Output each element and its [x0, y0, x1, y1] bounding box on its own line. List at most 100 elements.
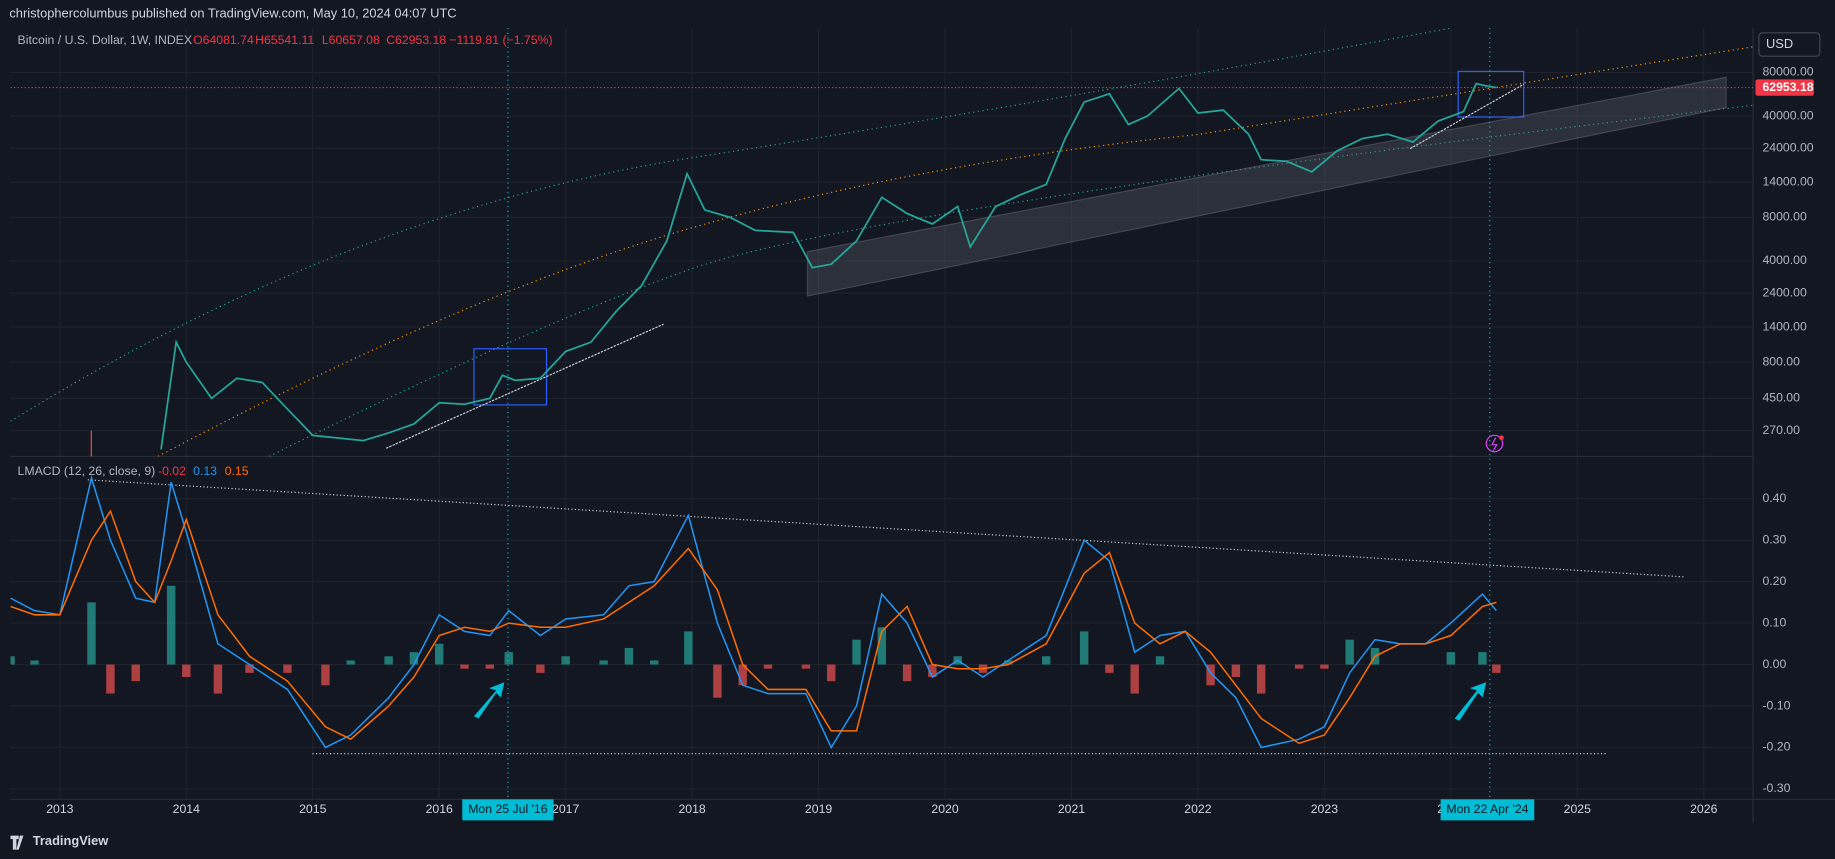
legend-value: −1119.81 (−1.75%): [449, 33, 552, 47]
series-group: [160, 82, 1497, 450]
crosshair-label-bg: [1440, 799, 1535, 821]
y-tick-label: 8000.00: [1762, 210, 1807, 224]
histogram-bar: [1446, 652, 1456, 665]
legend-value: 0.13: [193, 464, 217, 478]
currency[interactable]: USD: [1766, 36, 1793, 51]
histogram-bar: [30, 660, 39, 665]
histogram-bar: [485, 664, 495, 669]
logo: [10, 835, 24, 850]
x-tick-label: 2016: [426, 802, 453, 816]
alert-dot: [1499, 435, 1504, 441]
histogram-bar: [1294, 664, 1304, 669]
currency-button[interactable]: [1758, 32, 1821, 57]
legend-symbol: Bitcoin / U.S. Dollar, 1W, INDEX: [18, 33, 193, 47]
crosshair-label: Mon 25 Jul '16: [468, 802, 548, 816]
x-tick-label: 2019: [805, 802, 832, 816]
histogram-bar: [763, 664, 773, 669]
histogram-bar: [1079, 631, 1089, 665]
legend-value: C62953.18: [386, 33, 446, 47]
y-tick-label: 0.00: [1762, 657, 1786, 671]
histogram-bar: [435, 643, 444, 665]
trend-line: [1409, 83, 1524, 150]
arc-line: [268, 104, 1754, 457]
x-tick-label: 2022: [1184, 802, 1211, 816]
histogram-bar: [536, 664, 545, 673]
histogram-bar: [166, 585, 176, 665]
histogram-bar: [87, 602, 96, 665]
y-tick-label: -0.10: [1762, 698, 1790, 712]
series-line: [10, 509, 1497, 745]
x-tick-label: 2025: [1564, 802, 1591, 816]
histogram-bar: [346, 660, 355, 665]
histogram-bar: [409, 652, 419, 665]
last-price-box: [1755, 79, 1814, 96]
legend-value: H65541.11: [255, 33, 314, 47]
x-tick-label: 2021: [1058, 802, 1085, 816]
legend-indicator: LMACD (12, 26, close, 9): [18, 464, 156, 478]
histogram-bar: [283, 664, 292, 673]
legend-value: O64081.74: [193, 33, 254, 47]
histogram-bar: [1130, 664, 1139, 694]
y-tick-label: 24000.00: [1762, 140, 1813, 154]
y-tick-label: 1400.00: [1762, 319, 1807, 333]
grid: [10, 28, 1754, 800]
histogram-bar: [213, 664, 223, 694]
y-tick-label: 4000.00: [1762, 253, 1807, 267]
histogram-bar: [1320, 664, 1329, 669]
plots: [10, 82, 1754, 750]
series-line: [160, 82, 1497, 450]
arc-line: [157, 46, 1754, 457]
x-tick-label: 2013: [46, 802, 73, 816]
y-tick-label: 0.20: [1762, 574, 1786, 588]
arc-line: [10, 28, 1452, 422]
histogram-bar: [877, 627, 887, 665]
histogram-bar: [321, 664, 330, 686]
series-line: [10, 475, 1497, 750]
histogram-bar: [649, 660, 659, 665]
footer-brand: TradingView: [33, 833, 110, 848]
trend-line: [385, 323, 664, 449]
alert-icon: [1491, 437, 1498, 451]
y-tick-label: 40000.00: [1762, 108, 1813, 122]
y-tick-label: 14000.00: [1762, 174, 1813, 188]
axes: 80000.00 40000.00 24000.00 14000.00 8000.00 4…: [46, 65, 1814, 816]
y-tick-label: 0.40: [1762, 491, 1786, 505]
y-tick-label: 0.30: [1762, 532, 1786, 546]
header-title: christophercolumbus published on Trading…: [9, 5, 456, 20]
trend-line: [87, 479, 1686, 578]
histogram-bar: [182, 664, 191, 677]
histogram-bar: [1345, 639, 1354, 665]
x-tick-label: 2017: [552, 802, 579, 816]
footer-bar: [0, 825, 1835, 859]
x-tick-label: 2023: [1311, 802, 1338, 816]
x-tick-label: 2018: [678, 802, 705, 816]
histogram-bar: [1041, 656, 1051, 665]
x-tick-label: 2014: [173, 802, 200, 816]
y-tick-label: 450.00: [1762, 391, 1800, 405]
x-tick-label: 2026: [1690, 802, 1717, 816]
highlight-box: [1457, 70, 1525, 118]
histogram-bar: [1256, 664, 1266, 694]
y-tick-label: 800.00: [1762, 354, 1800, 368]
histogram-bar: [624, 647, 634, 665]
legend-value: L60657.08: [322, 33, 380, 47]
histogram-bar: [852, 639, 861, 665]
histogram-bar: [10, 656, 15, 665]
histogram-bar: [599, 660, 608, 665]
series-group: [10, 475, 1501, 750]
histogram-bar: [801, 664, 811, 669]
alert-icon: [1485, 434, 1504, 453]
arrow: [473, 682, 505, 719]
legend-value: -0.02: [158, 464, 186, 478]
histogram-bar: [1155, 656, 1165, 665]
histogram-bar: [1492, 664, 1501, 673]
histogram-bar: [460, 664, 469, 669]
legend-value: 0.15: [225, 464, 249, 478]
crosshair-label-bg: [462, 799, 554, 821]
highlight-box: [473, 348, 548, 406]
macd-drawings: [87, 434, 1686, 755]
histogram-bar: [1004, 660, 1013, 665]
y-tick-label: -0.30: [1762, 781, 1790, 795]
